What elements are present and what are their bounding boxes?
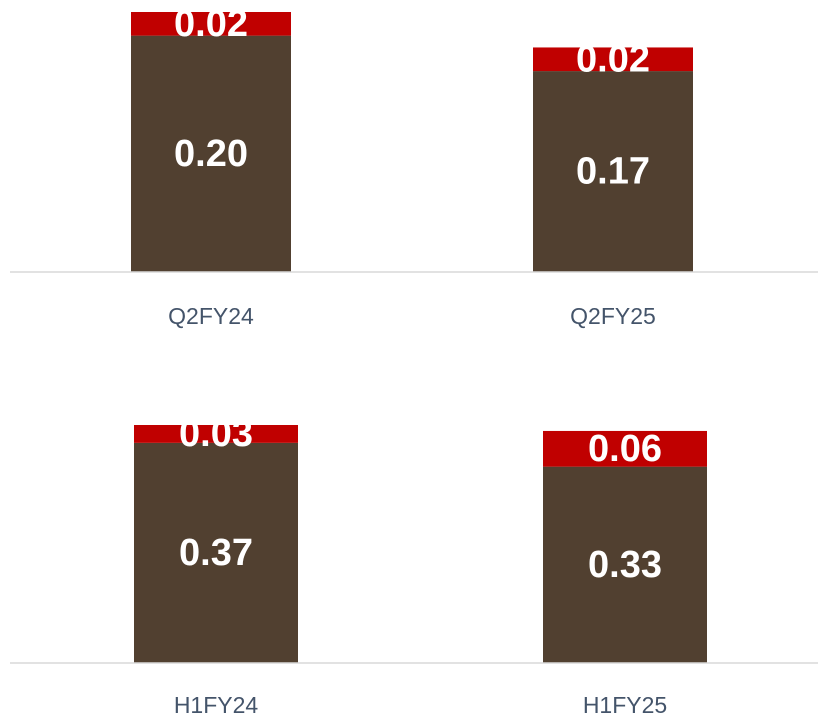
- data-label: 0.02: [174, 3, 248, 45]
- x-tick-label: H1FY24: [174, 692, 259, 718]
- data-label: 0.17: [576, 151, 650, 193]
- data-label: 0.20: [174, 133, 248, 175]
- bar-segment: [543, 430, 707, 467]
- data-label: 0.37: [179, 532, 253, 574]
- bar-segment: [134, 425, 298, 443]
- bar-segment: [131, 12, 291, 36]
- bar-segment: [131, 35, 291, 272]
- bar-segment: [533, 47, 693, 72]
- data-label: 0.03: [179, 413, 253, 455]
- bar-segment: [533, 71, 693, 272]
- data-label: 0.02: [576, 38, 650, 80]
- data-label: 0.33: [588, 544, 662, 586]
- bar-segment: [134, 442, 298, 663]
- x-tick-label: Q2FY25: [570, 303, 656, 329]
- x-tick-label: Q2FY24: [168, 303, 254, 329]
- data-label: 0.06: [588, 428, 662, 470]
- x-tick-label: H1FY25: [583, 692, 667, 718]
- bar-segment: [543, 466, 707, 663]
